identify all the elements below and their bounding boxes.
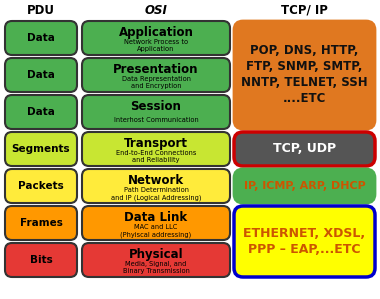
Text: Frames: Frames xyxy=(19,218,62,228)
FancyBboxPatch shape xyxy=(5,95,77,129)
FancyBboxPatch shape xyxy=(82,169,230,203)
FancyBboxPatch shape xyxy=(82,243,230,277)
FancyBboxPatch shape xyxy=(5,21,77,55)
FancyBboxPatch shape xyxy=(5,243,77,277)
Text: ETHERNET, XDSL,
PPP – EAP,...ETC: ETHERNET, XDSL, PPP – EAP,...ETC xyxy=(244,227,366,256)
Text: End-to-End Connections
and Reliability: End-to-End Connections and Reliability xyxy=(116,150,196,163)
Text: Path Determination
and IP (Logical Addressing): Path Determination and IP (Logical Addre… xyxy=(111,187,201,201)
Text: OSI: OSI xyxy=(144,4,168,16)
Text: Presentation: Presentation xyxy=(113,63,199,76)
FancyBboxPatch shape xyxy=(82,58,230,92)
FancyBboxPatch shape xyxy=(234,21,375,129)
Text: MAC and LLC
(Phyiscal addressing): MAC and LLC (Phyiscal addressing) xyxy=(120,224,192,238)
FancyBboxPatch shape xyxy=(234,169,375,203)
FancyBboxPatch shape xyxy=(82,132,230,166)
Text: Network: Network xyxy=(128,174,184,187)
FancyBboxPatch shape xyxy=(234,206,375,277)
Text: POP, DNS, HTTP,
FTP, SNMP, SMTP,
NNTP, TELNET, SSH
....ETC: POP, DNS, HTTP, FTP, SNMP, SMTP, NNTP, T… xyxy=(241,45,368,106)
FancyBboxPatch shape xyxy=(5,206,77,240)
Text: TCP, UDP: TCP, UDP xyxy=(273,143,336,155)
FancyBboxPatch shape xyxy=(82,21,230,55)
Text: Bits: Bits xyxy=(30,255,52,265)
Text: IP, ICMP, ARP, DHCP: IP, ICMP, ARP, DHCP xyxy=(244,181,366,191)
FancyBboxPatch shape xyxy=(5,132,77,166)
Text: Data: Data xyxy=(27,33,55,43)
Text: Session: Session xyxy=(131,100,181,113)
FancyBboxPatch shape xyxy=(5,58,77,92)
FancyBboxPatch shape xyxy=(82,206,230,240)
Text: Application: Application xyxy=(119,26,193,39)
Text: TCP/ IP: TCP/ IP xyxy=(281,4,328,16)
Text: PDU: PDU xyxy=(27,4,55,16)
Text: Data Link: Data Link xyxy=(124,211,188,224)
FancyBboxPatch shape xyxy=(5,169,77,203)
Text: Physical: Physical xyxy=(129,248,183,261)
Text: Media, Signal, and
Binary Transmission: Media, Signal, and Binary Transmission xyxy=(123,261,190,274)
Text: Data Representation
and Encryption: Data Representation and Encryption xyxy=(122,76,190,89)
Text: Data: Data xyxy=(27,107,55,117)
Text: Network Process to
Application: Network Process to Application xyxy=(124,39,188,52)
Text: Interhost Communication: Interhost Communication xyxy=(114,117,198,123)
FancyBboxPatch shape xyxy=(234,132,375,166)
Text: Data: Data xyxy=(27,70,55,80)
Text: Packets: Packets xyxy=(18,181,64,191)
Text: Segments: Segments xyxy=(12,144,70,154)
FancyBboxPatch shape xyxy=(82,95,230,129)
Text: Transport: Transport xyxy=(124,137,188,150)
